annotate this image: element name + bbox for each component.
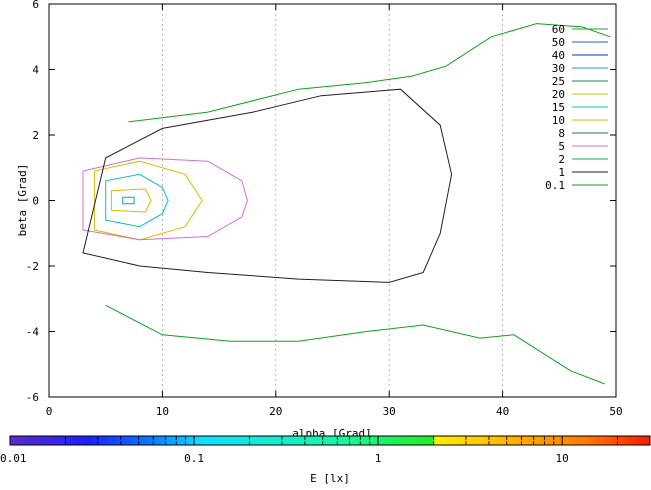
contour-20 <box>110 188 152 213</box>
legend-label: 5 <box>558 140 565 153</box>
colorbar-tick-label: 10 <box>556 452 569 465</box>
contour-15 <box>105 173 169 228</box>
contour-1 <box>82 88 453 283</box>
contour-5 <box>82 157 248 241</box>
colorbar-label: E [lx] <box>310 472 350 485</box>
colorbar-tick-label: 1 <box>375 452 382 465</box>
x-tick-label: 40 <box>496 405 509 418</box>
legend-label: 40 <box>552 49 565 62</box>
legend-label: 20 <box>552 88 565 101</box>
legend-label: 15 <box>552 101 565 114</box>
contour-30 <box>122 196 135 205</box>
legend-label: 8 <box>558 127 565 140</box>
colorbar-ticks: 0.01 0.1 1 10 <box>0 436 651 465</box>
y-axis-label: beta [Grad] <box>16 164 29 237</box>
colorbar-tick-label: 0.1 <box>184 452 204 465</box>
legend-label: 30 <box>552 62 565 75</box>
legend-label: 10 <box>552 114 565 127</box>
contour-10 <box>93 160 203 241</box>
x-tick-label: 10 <box>156 405 169 418</box>
x-tick-label: 20 <box>269 405 282 418</box>
y-tick-label: 0 <box>32 195 39 208</box>
legend-label: 50 <box>552 36 565 49</box>
contour-lines <box>82 23 611 385</box>
y-tick-label: -2 <box>26 260 39 273</box>
y-tick-label: -4 <box>26 326 40 339</box>
contour-0_1 <box>128 23 611 123</box>
legend-label: 25 <box>552 75 565 88</box>
y-tick-label: 2 <box>32 129 39 142</box>
legend-label: 1 <box>558 166 565 179</box>
legend-label: 2 <box>558 153 565 166</box>
contour-0_1 <box>105 304 605 385</box>
y-tick-label: -6 <box>26 391 39 404</box>
legend-label: 60 <box>552 23 565 36</box>
x-tick-label: 0 <box>46 405 53 418</box>
y-tick-label: 6 <box>32 0 39 11</box>
legend-label: 0.1 <box>545 179 565 192</box>
grid-lines <box>162 4 503 397</box>
colorbar-tick-label: 0.01 <box>0 452 27 465</box>
x-tick-label: 30 <box>383 405 396 418</box>
y-tick-label: 4 <box>32 64 39 77</box>
x-tick-label: 50 <box>609 405 622 418</box>
